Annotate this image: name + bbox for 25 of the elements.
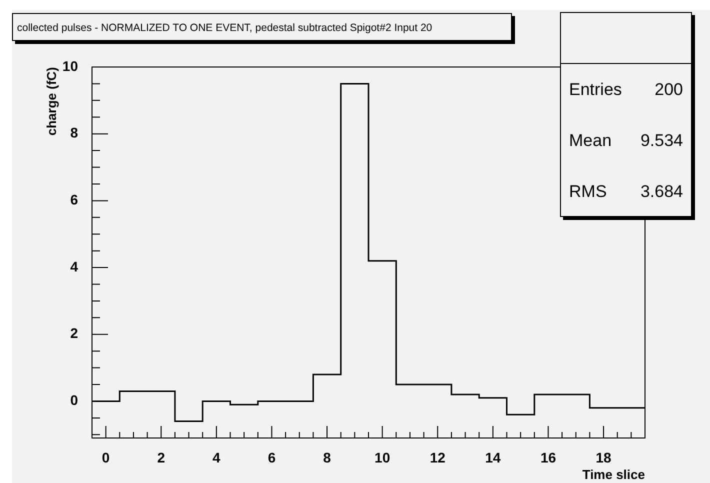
- x-tick-label: 16: [540, 449, 556, 466]
- annotation: Mean: [569, 130, 612, 150]
- y-tick-label: 4: [70, 258, 78, 274]
- y-tick-label: 10: [62, 58, 78, 74]
- annotation: RMS: [569, 182, 607, 202]
- chart-title: collected pulses - NORMALIZED TO ONE EVENT, pedestal subtracted Spigot#2 Input 20: [12, 13, 512, 41]
- x-tick-label: 14: [485, 449, 501, 466]
- y-tick-label: 8: [70, 124, 78, 141]
- annotation: 3.684: [640, 182, 683, 202]
- x-tick-label: 12: [430, 449, 446, 466]
- x-tick-label: 2: [157, 449, 166, 466]
- x-tick-label: 4: [212, 449, 221, 466]
- x-tick-label: 8: [323, 449, 332, 466]
- annotation: 9.534: [640, 130, 683, 150]
- x-axis-title: Time slice: [582, 467, 645, 482]
- text: 200: [654, 80, 683, 98]
- y-tick-label: 2: [70, 325, 78, 342]
- x-tick-label: 0: [102, 449, 110, 466]
- y-tick-label: 6: [70, 192, 78, 208]
- y-axis-title: charge (fC): [44, 67, 59, 136]
- y-tick-label: 0: [70, 392, 78, 408]
- x-tick-label: 10: [374, 449, 390, 466]
- x-tick-label: 18: [596, 449, 612, 466]
- annotation: Entries: [569, 80, 622, 100]
- x-tick-label: 6: [268, 449, 276, 466]
